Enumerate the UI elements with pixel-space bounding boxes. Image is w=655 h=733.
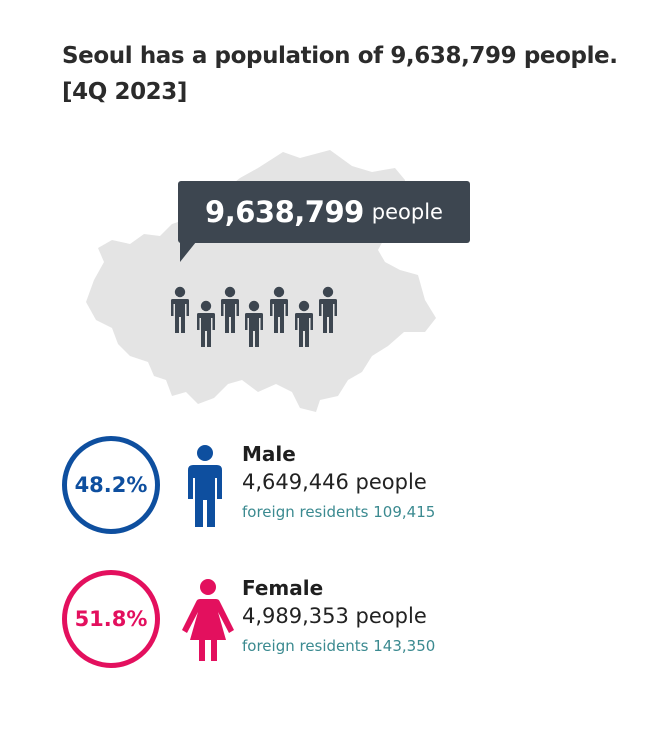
female-label: Female (242, 576, 324, 600)
people-crowd-icon (171, 286, 337, 347)
callout-pointer (180, 242, 196, 262)
female-count: 4,989,353 people (242, 604, 427, 628)
female-info: Female 4,989,353 people foreign resident… (242, 575, 435, 661)
total-population-unit: people (371, 200, 443, 224)
female-percent: 51.8% (74, 607, 148, 631)
total-population-number: 9,638,799 (205, 195, 364, 229)
female-person-icon (182, 579, 234, 661)
male-info: Male 4,649,446 people foreign residents … (242, 441, 435, 527)
male-count: 4,649,446 people (242, 470, 427, 494)
headline-period: [4Q 2023] (62, 79, 188, 105)
male-foreign-residents: foreign residents 109,415 (242, 503, 436, 521)
male-percent-ring: 48.2% (62, 436, 160, 534)
female-percent-ring: 51.8% (62, 570, 160, 668)
total-population-callout: 9,638,799 people (178, 181, 470, 243)
male-label: Male (242, 442, 296, 466)
male-percent: 48.2% (74, 473, 148, 497)
female-foreign-residents: foreign residents 143,350 (242, 637, 436, 655)
headline-line1: Seoul has a population of 9,638,799 peop… (62, 43, 618, 69)
male-person-icon (188, 445, 222, 527)
page-title: Seoul has a population of 9,638,799 peop… (62, 38, 622, 110)
